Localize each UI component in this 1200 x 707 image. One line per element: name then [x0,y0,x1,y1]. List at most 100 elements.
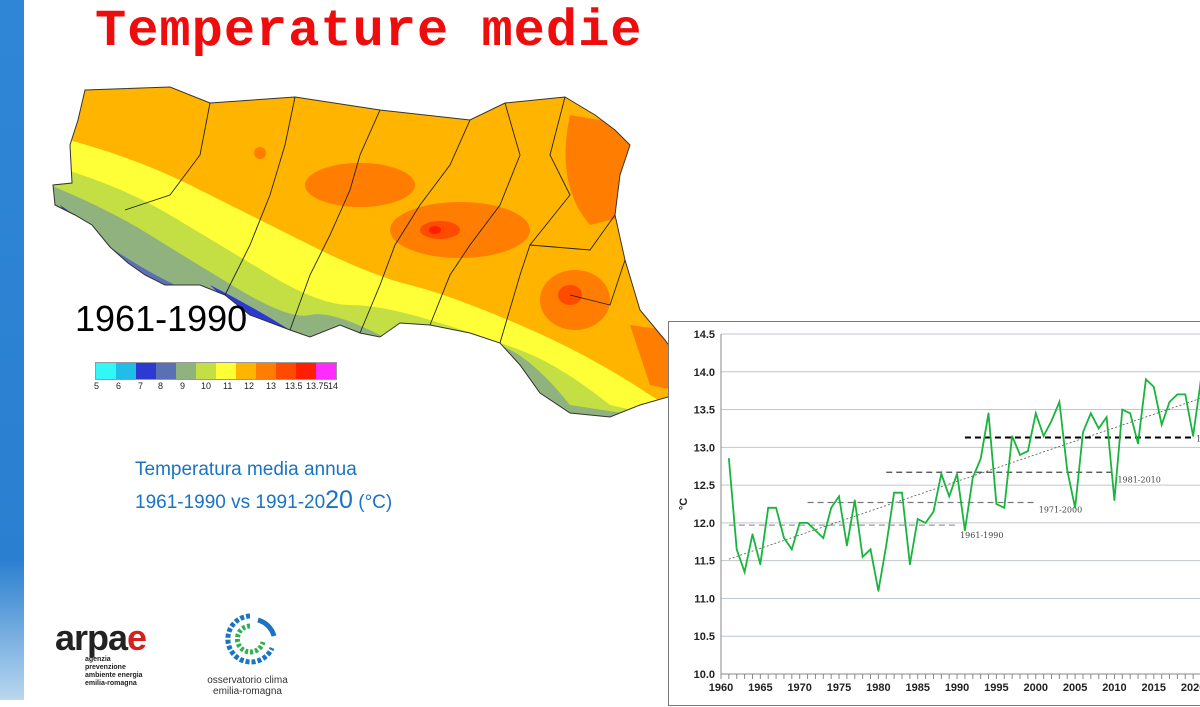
reference-label: 1971-2000 [1039,505,1082,514]
data-point [814,529,817,532]
y-tick-label: 12.5 [694,480,715,492]
reference-label: 1961-1990 [960,531,1003,540]
reference-label: 1981-2010 [1117,475,1160,484]
x-tick-label: 2010 [1102,682,1126,694]
data-point [1168,401,1171,403]
y-tick-label: 10.5 [694,631,715,643]
data-point [1137,442,1139,445]
side-accent-bar [0,0,24,700]
data-point [1192,435,1194,437]
scale-label: 8 [158,381,164,391]
scale-swatch [176,363,196,379]
data-point [1176,393,1179,396]
x-tick-label: 1990 [945,682,969,694]
data-point [987,412,990,415]
temperature-chart: 10.0 10.5 11.0 11.5 12.0 12.5 13.0 13.5 14.0 14.5… [668,321,1200,706]
scale-label: 13.5 [285,381,303,391]
y-tick-label: 11.5 [694,556,715,568]
scale-label: 5 [94,381,100,391]
x-tick-label: 1965 [748,682,772,694]
scale-swatch [316,363,336,379]
scale-swatch [236,363,256,379]
data-point [1097,427,1100,430]
y-tick-label: 14.0 [694,367,715,379]
data-point [877,590,880,592]
x-tick-label: 2020 [1181,682,1200,694]
data-point [909,563,911,566]
scale-swatch [296,363,316,379]
data-point [1113,499,1116,502]
scale-label: 7 [138,381,144,391]
data-point [751,533,754,536]
data-point [846,544,848,547]
data-point [1074,506,1076,509]
scale-swatch [156,363,176,379]
data-point [979,457,982,460]
scale-swatch [196,363,216,379]
y-axis-label: °C [678,498,690,510]
data-point [853,499,856,502]
data-point [783,537,785,539]
data-point [861,556,864,558]
arpae-logo: arpae agenzia prevenzione ambiente energ… [55,620,165,695]
data-point [995,503,998,505]
data-point [1066,469,1069,471]
scale-label: 14 [328,381,339,391]
scale-swatch [256,363,276,379]
data-point [806,522,809,524]
scale-label: 12 [244,381,255,391]
data-point [901,491,903,494]
y-tick-label: 12.0 [694,518,715,530]
scale-label: 9 [180,381,186,391]
data-point [830,506,832,509]
x-tick-label: 1980 [866,682,890,694]
x-tick-label: 1985 [905,682,929,694]
data-point [1121,408,1124,411]
data-point [775,506,777,509]
data-point [1184,393,1187,396]
x-tick-label: 1975 [827,682,851,694]
x-tick-label: 2005 [1063,682,1087,694]
x-tick-label: 1960 [709,682,733,694]
scale-label: 10 [201,381,212,391]
arpae-subtitle: agenzia prevenzione ambiente energia emi… [85,656,143,687]
data-point [1160,423,1163,426]
scale-label: 6 [116,381,122,391]
data-point [798,522,801,524]
data-point [932,510,935,513]
osservatorio-clima-icon [225,613,277,665]
data-point [1105,416,1108,418]
y-tick-label: 10.0 [694,669,715,681]
data-point [1034,412,1037,415]
caption-period-text: 1961-1990 vs 1991-20 [135,492,326,513]
data-point [1027,450,1029,452]
scale-label: 13 [266,381,277,391]
chart-caption: Temperatura media annua 1961-1990 vs 199… [135,455,392,518]
y-tick-label: 13.0 [694,442,715,454]
data-point [893,491,895,494]
scale-label: 11 [223,381,233,391]
data-point [1011,435,1013,437]
data-point [791,548,793,551]
data-point [1019,454,1021,456]
data-point [964,529,966,532]
color-scale-labels: 5 6 7 8 9 10 11 12 13 13.5 13.75 14 [88,381,358,393]
caption-line-2: 1961-1990 vs 1991-2020 (°C) [135,485,392,518]
y-tick-label: 14.5 [694,329,715,341]
data-point [838,495,840,498]
temperature-chart-svg: 10.0 10.5 11.0 11.5 12.0 12.5 13.0 13.5 14.0 14.5… [678,329,1200,694]
map-period-label: 1961-1990 [75,298,248,339]
x-tick-label: 1970 [787,682,811,694]
osservatorio-clima-logo: osservatorio clima emilia-romagna [207,610,290,700]
scale-swatch [136,363,156,379]
data-point [1058,401,1061,403]
reference-label: 1991-2020 [1196,435,1200,444]
scale-swatch [276,363,296,379]
caption-unit: (°C) [352,492,393,513]
data-point [940,472,943,475]
scale-swatch [216,363,236,379]
data-point [728,457,730,460]
color-scale-legend [95,362,337,380]
x-tick-label: 2000 [1024,682,1048,694]
data-point [1042,435,1045,437]
